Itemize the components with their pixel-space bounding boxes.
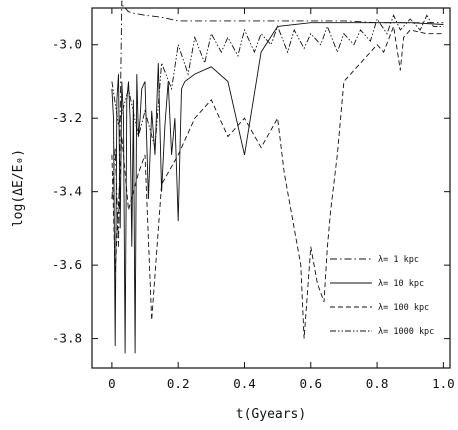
legend-label: λ= 1 kpc	[378, 255, 419, 265]
y-tick-label: -3.0	[52, 37, 82, 52]
x-tick-label: 0.6	[299, 376, 322, 391]
plot-frame	[91, 7, 451, 369]
y-tick-label: -3.4	[52, 184, 82, 199]
y-tick-label: -3.8	[52, 331, 82, 346]
x-tick-label: 0.2	[167, 376, 190, 391]
x-tick-label: 1.0	[432, 376, 455, 391]
legend-label: λ= 1000 kpc	[378, 327, 434, 337]
legend: λ= 1 kpc λ= 10 kpc λ= 100 kpc λ= 1000 kpc	[330, 255, 434, 337]
y-axis-title: log(ΔE/E₀)	[11, 149, 26, 227]
x-tick-label: 0	[108, 376, 116, 391]
legend-label: λ= 10 kpc	[378, 279, 424, 289]
x-axis-title: t(Gyears)	[236, 407, 306, 422]
y-tick-label: -3.2	[52, 110, 82, 125]
series-line-3	[111, 24, 444, 339]
x-tick-label: 0.4	[233, 376, 256, 391]
series-line-1	[111, 0, 444, 247]
axis-ticks: 0 0.2 0.4 0.6 0.8 1.0 -3.8 -3.6 -3.4 -3.2 -3.0	[52, 8, 455, 391]
series-line-4	[111, 14, 444, 148]
series-line-2	[111, 22, 444, 354]
y-tick-label: -3.6	[52, 257, 82, 272]
x-tick-label: 0.8	[366, 376, 389, 391]
legend-label: λ= 100 kpc	[378, 303, 429, 313]
series-layer	[111, 0, 444, 354]
